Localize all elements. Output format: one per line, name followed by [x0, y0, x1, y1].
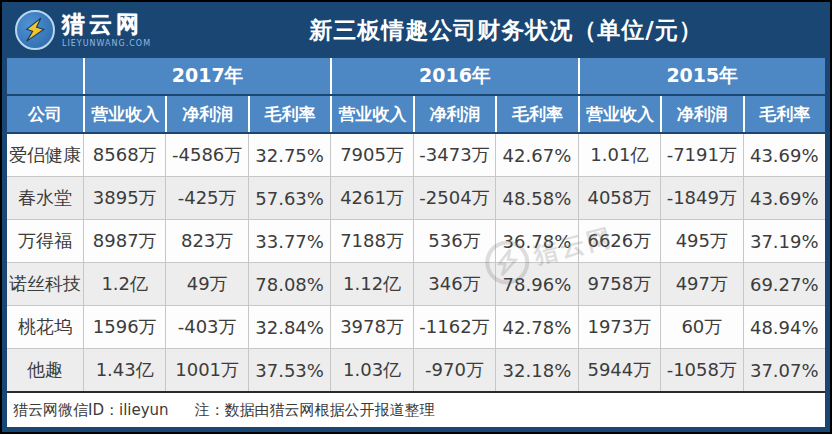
table-row: 春水堂 3895万 -425万 57.63% 4261万 -2504万 48.5…: [7, 177, 825, 219]
table-cell: 69.27%: [744, 263, 825, 305]
table-cell: 43.69%: [744, 177, 825, 219]
year-header-row: 2017年 2016年 2015年: [7, 58, 825, 94]
table-cell: 49万: [166, 263, 247, 305]
company-cell: 春水堂: [7, 177, 83, 219]
wechat-id-text: 猎云网微信ID：ilieyun: [13, 401, 169, 420]
table-cell: -970万: [414, 349, 495, 391]
table-cell: -2504万: [414, 177, 495, 219]
table-cell: 1.01亿: [579, 134, 660, 176]
table-body: 爱侣健康 8568万 -4586万 32.75% 7905万 -3473万 42…: [7, 134, 825, 391]
table-cell: 536万: [414, 220, 495, 262]
company-cell: 诺丝科技: [7, 263, 83, 305]
col-header-revenue-2015: 营业收入: [580, 96, 660, 132]
table-cell: -3473万: [414, 134, 495, 176]
table-cell: 36.78%: [496, 220, 577, 262]
table-cell: 3895万: [84, 177, 165, 219]
table-cell: -4586万: [166, 134, 247, 176]
table-cell: 7188万: [331, 220, 412, 262]
footer-bar: 猎云网微信ID：ilieyun 注：数据由猎云网根据公开报道整理: [7, 391, 825, 427]
table-cell: 48.58%: [496, 177, 577, 219]
table-row: 桃花坞 1596万 -403万 32.84% 3978万 -1162万 42.7…: [7, 306, 825, 348]
table-row: 他趣 1.43亿 1001万 37.53% 1.03亿 -970万 32.18%…: [7, 349, 825, 391]
table-cell: 1.03亿: [331, 349, 412, 391]
table-cell: 57.63%: [249, 177, 330, 219]
table-cell: 78.96%: [496, 263, 577, 305]
source-note-text: 注：数据由猎云网根据公开报道整理: [195, 401, 435, 420]
year-header-2016: 2016年: [332, 58, 577, 94]
table-cell: -1058万: [661, 349, 742, 391]
table-cell: 1.2亿: [84, 263, 165, 305]
table-cell: -425万: [166, 177, 247, 219]
col-header-profit-2017: 净利润: [167, 96, 247, 132]
col-header-margin-2017: 毛利率: [250, 96, 330, 132]
table-cell: -403万: [166, 306, 247, 348]
corner-cell: [7, 58, 83, 94]
table-row: 诺丝科技 1.2亿 49万 78.08% 1.12亿 346万 78.96% 9…: [7, 263, 825, 305]
table-cell: 32.75%: [249, 134, 330, 176]
table-cell: 4261万: [331, 177, 412, 219]
table-cell: -1849万: [661, 177, 742, 219]
table-cell: 3978万: [331, 306, 412, 348]
table-cell: 6626万: [579, 220, 660, 262]
lieyun-logo: 猎云网 LIEYUNWANG.COM: [7, 10, 197, 50]
table-cell: 42.67%: [496, 134, 577, 176]
table-cell: 495万: [661, 220, 742, 262]
table-cell: 1596万: [84, 306, 165, 348]
lightning-bolt-icon: [15, 10, 55, 50]
header-banner: 猎云网 LIEYUNWANG.COM 新三板情趣公司财务状况（单位/元）: [7, 2, 825, 58]
company-column-header: 公司: [7, 96, 83, 132]
table-cell: 37.53%: [249, 349, 330, 391]
year-header-2015: 2015年: [580, 58, 825, 94]
table-cell: 37.19%: [744, 220, 825, 262]
table-cell: 346万: [414, 263, 495, 305]
brand-name: 猎云网: [62, 12, 151, 36]
table-cell: 823万: [166, 220, 247, 262]
table-cell: 42.78%: [496, 306, 577, 348]
company-cell: 他趣: [7, 349, 83, 391]
table-cell: 1.43亿: [84, 349, 165, 391]
table-cell: 1.12亿: [331, 263, 412, 305]
table-cell: 497万: [661, 263, 742, 305]
infographic-frame: 猎云网 LIEYUNWANG.COM 新三板情趣公司财务状况（单位/元） 201…: [0, 0, 832, 434]
table-cell: 8987万: [84, 220, 165, 262]
table-cell: 48.94%: [744, 306, 825, 348]
table-cell: 1973万: [579, 306, 660, 348]
table-cell: 5944万: [579, 349, 660, 391]
col-header-revenue-2016: 营业收入: [332, 96, 412, 132]
table-cell: 1001万: [166, 349, 247, 391]
table-row: 爱侣健康 8568万 -4586万 32.75% 7905万 -3473万 42…: [7, 134, 825, 176]
col-header-margin-2016: 毛利率: [497, 96, 577, 132]
table-cell: 33.77%: [249, 220, 330, 262]
table-cell: 9758万: [579, 263, 660, 305]
table-cell: 43.69%: [744, 134, 825, 176]
table-cell: 78.08%: [249, 263, 330, 305]
metric-header-row: 公司 营业收入 净利润 毛利率 营业收入 净利润 毛利率 营业收入 净利润 毛利…: [7, 96, 825, 132]
company-cell: 爱侣健康: [7, 134, 83, 176]
table-cell: 7905万: [331, 134, 412, 176]
table-cell: 37.07%: [744, 349, 825, 391]
page-title: 新三板情趣公司财务状况（单位/元）: [197, 15, 825, 46]
col-header-profit-2016: 净利润: [415, 96, 495, 132]
company-cell: 桃花坞: [7, 306, 83, 348]
company-cell: 万得福: [7, 220, 83, 262]
table-cell: -7191万: [661, 134, 742, 176]
table-row: 万得福 8987万 823万 33.77% 7188万 536万 36.78% …: [7, 220, 825, 262]
col-header-margin-2015: 毛利率: [745, 96, 825, 132]
col-header-revenue-2017: 营业收入: [85, 96, 165, 132]
col-header-profit-2015: 净利润: [662, 96, 742, 132]
table-cell: 60万: [661, 306, 742, 348]
table-cell: -1162万: [414, 306, 495, 348]
brand-domain: LIEYUNWANG.COM: [62, 39, 151, 48]
table-cell: 32.18%: [496, 349, 577, 391]
table-cell: 8568万: [84, 134, 165, 176]
table-cell: 4058万: [579, 177, 660, 219]
logo-text-block: 猎云网 LIEYUNWANG.COM: [62, 12, 151, 47]
table-cell: 32.84%: [249, 306, 330, 348]
year-header-2017: 2017年: [85, 58, 330, 94]
